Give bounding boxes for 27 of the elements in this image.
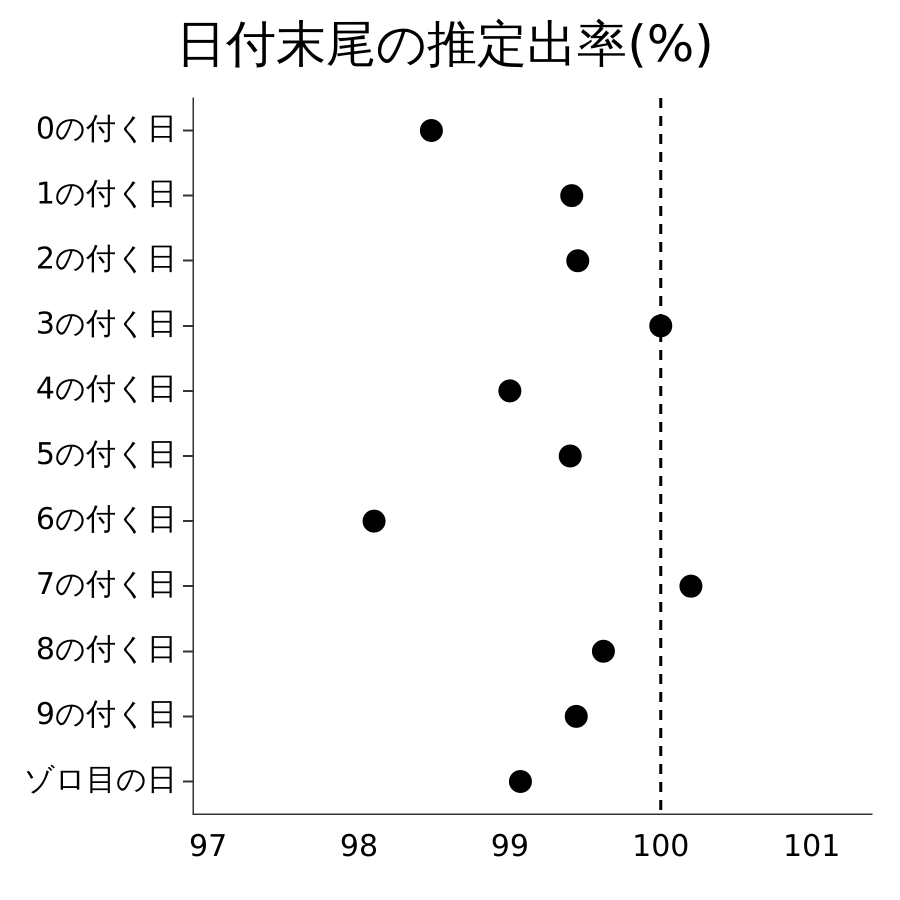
y-tick-label: 2の付く日 xyxy=(36,242,177,277)
x-tick-label: 98 xyxy=(340,828,378,864)
point xyxy=(498,379,522,402)
y-tick-label: 6の付く日 xyxy=(36,502,177,537)
point xyxy=(558,444,582,468)
x-tick-label: 97 xyxy=(188,828,228,864)
point xyxy=(679,574,702,598)
point xyxy=(508,770,532,793)
x-tick-label: 100 xyxy=(632,828,690,864)
point xyxy=(592,640,615,663)
point xyxy=(560,184,584,208)
y-tick-label: 0の付く日 xyxy=(36,111,177,146)
point xyxy=(420,119,443,142)
x-tick-label: 101 xyxy=(783,828,840,864)
y-tick-label: 1の付く日 xyxy=(36,176,177,212)
point xyxy=(564,704,588,728)
y-tick-label: 9の付く日 xyxy=(36,697,177,732)
point xyxy=(362,510,386,533)
point xyxy=(566,249,590,272)
x-tick-label: 99 xyxy=(490,828,529,864)
y-tick-label: 5の付く日 xyxy=(36,436,177,472)
y-tick-label: 4の付く日 xyxy=(36,372,177,407)
y-tick-label: 3の付く日 xyxy=(36,306,177,342)
y-tick-label: 7の付く日 xyxy=(36,566,177,602)
y-tick-label: ゾロ目の日 xyxy=(24,762,177,798)
y-tick-label: 8の付く日 xyxy=(36,632,177,668)
chart-title: 日付末尾の推定出率(%) xyxy=(176,14,714,73)
